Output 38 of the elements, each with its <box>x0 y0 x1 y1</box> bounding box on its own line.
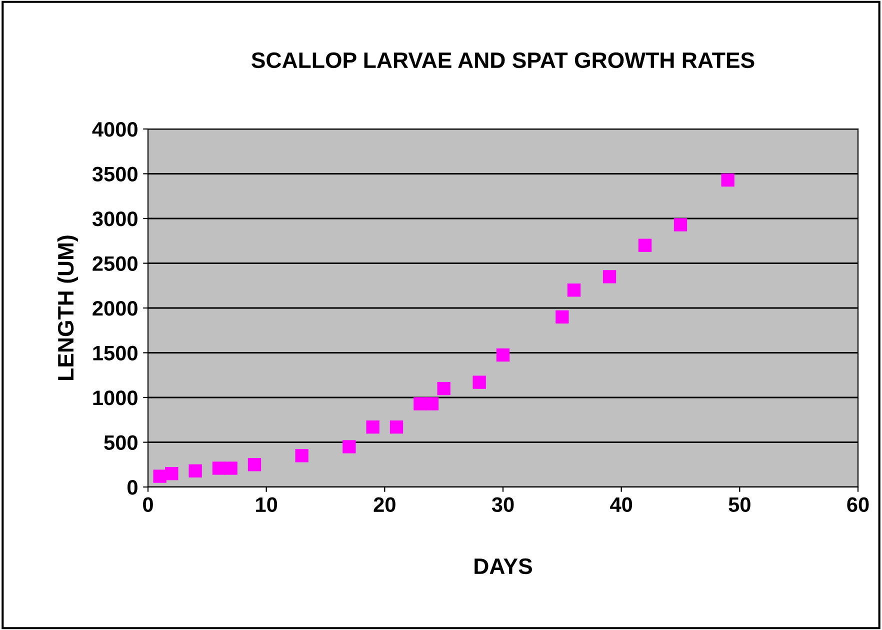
point <box>602 270 616 284</box>
x-tick-label: 30 <box>492 497 514 512</box>
y-axis-title: LENGTH (UM) <box>57 236 78 380</box>
point <box>425 397 439 410</box>
y-tick-label: 1000 <box>93 390 138 406</box>
point <box>472 376 486 389</box>
point <box>248 458 262 472</box>
point <box>188 464 202 478</box>
point <box>390 420 404 434</box>
y-tick-label: 2500 <box>92 256 138 272</box>
y-tick-label: 4000 <box>92 122 138 137</box>
y-tick-label: 2000 <box>92 301 138 316</box>
point <box>366 420 380 434</box>
point <box>165 466 178 480</box>
y-tick-label: 0 <box>128 480 138 495</box>
point <box>295 449 308 462</box>
chart-title: SCALLOP LARVAE AND SPAT GROWTH RATES <box>252 52 754 68</box>
y-tick-label: 500 <box>104 435 138 450</box>
y-tick-label: 1500 <box>93 346 138 361</box>
x-axis-title: DAYS <box>474 558 532 574</box>
x-tick-label: 20 <box>374 497 396 512</box>
y-tick-label: 3000 <box>92 212 138 226</box>
y-tick-label: 3500 <box>92 166 138 182</box>
x-tick-label: 40 <box>610 497 632 512</box>
x-tick-label: 10 <box>256 497 278 512</box>
x-tick-label: 50 <box>728 497 750 512</box>
x-tick-label: 0 <box>143 497 153 512</box>
point <box>496 348 510 362</box>
point <box>567 284 581 297</box>
point <box>342 440 356 454</box>
point <box>224 462 238 475</box>
point <box>674 218 688 232</box>
point <box>556 310 569 324</box>
point <box>721 173 734 187</box>
point <box>153 470 166 483</box>
point <box>638 238 652 252</box>
x-tick-label: 60 <box>847 497 869 512</box>
point <box>437 382 450 396</box>
